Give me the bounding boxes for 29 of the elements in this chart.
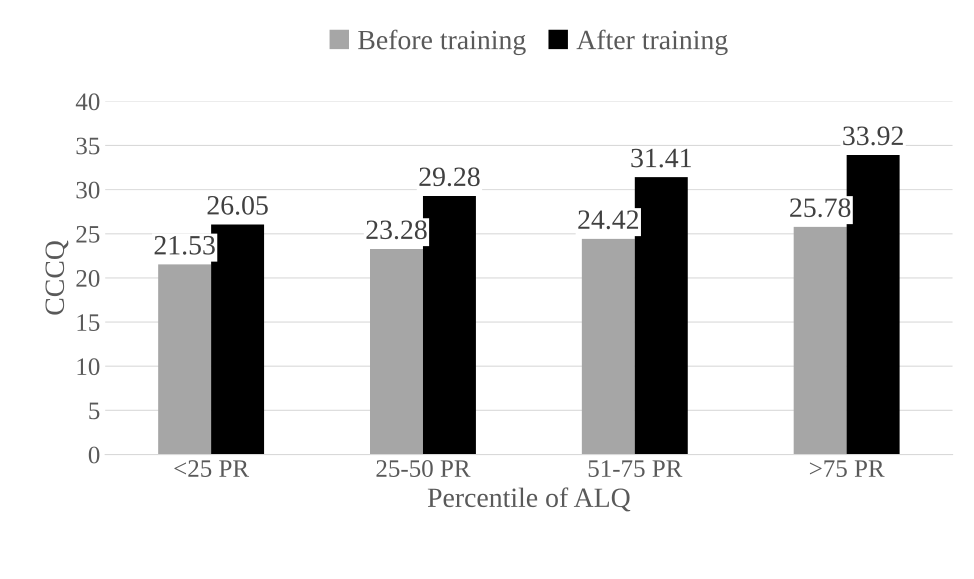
data-label: 21.53 [154, 236, 215, 255]
legend-label: Before training [358, 30, 526, 56]
y-tick-label: 10 [78, 358, 100, 376]
y-tick-label: 30 [76, 182, 100, 199]
bar [582, 238, 635, 455]
legend-label: After training [576, 30, 728, 56]
y-axis-title: CCCQ [45, 240, 68, 315]
data-label: 23.28 [366, 220, 427, 240]
data-label: 33.92 [843, 126, 903, 146]
bar [370, 248, 423, 455]
x-axis-title: Percentile of ALQ [428, 487, 630, 512]
x-tick-label: 51-75 PR [588, 460, 682, 477]
y-tick-label: 20 [76, 270, 100, 287]
x-tick-label: <25 PR [174, 460, 250, 477]
data-label: 31.41 [631, 148, 691, 168]
y-tick-label: 5 [89, 402, 100, 420]
bar [794, 226, 847, 455]
data-label: 26.05 [208, 196, 268, 215]
y-tick-label: 15 [78, 314, 100, 331]
data-label: 25.78 [790, 198, 850, 218]
data-label: 29.28 [419, 167, 480, 186]
x-tick-label: >75 PR [810, 460, 885, 477]
data-label: 24.42 [578, 210, 638, 230]
y-tick-label: 35 [76, 138, 100, 154]
x-tick-label: 25-50 PR [376, 460, 470, 477]
y-tick-label: 40 [76, 93, 100, 110]
y-tick-label: 0 [88, 446, 100, 464]
y-tick-label: 25 [76, 226, 100, 243]
bar [158, 264, 212, 455]
